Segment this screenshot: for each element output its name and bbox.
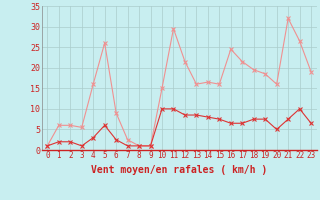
X-axis label: Vent moyen/en rafales ( km/h ): Vent moyen/en rafales ( km/h ) bbox=[91, 165, 267, 175]
